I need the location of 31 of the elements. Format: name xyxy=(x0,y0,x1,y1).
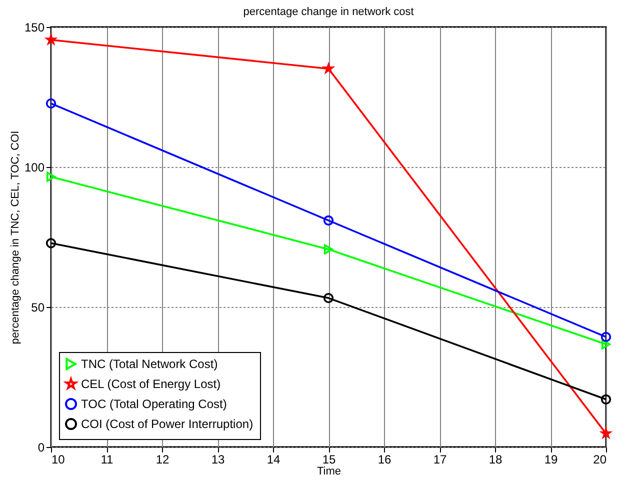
x-tick-label: 11 xyxy=(100,452,114,466)
legend-label: COI (Cost of Power Interruption) xyxy=(81,417,254,431)
x-tick-label: 12 xyxy=(156,452,170,466)
x-tick-label: 10 xyxy=(52,452,66,466)
point xyxy=(323,215,334,226)
legend-label: TNC (Total Network Cost) xyxy=(81,357,218,371)
x-tick-label: 18 xyxy=(488,452,502,466)
point xyxy=(324,244,334,254)
legend-label: TOC (Total Operating Cost) xyxy=(81,397,227,411)
x-tick-label: 20 xyxy=(593,452,607,466)
point xyxy=(46,238,56,248)
x-tick-label: 14 xyxy=(266,452,280,466)
x-tick-label: 19 xyxy=(544,452,558,466)
point xyxy=(601,339,611,350)
y-tick-label: 0 xyxy=(38,440,45,454)
x-tick-label: 13 xyxy=(211,452,225,466)
point xyxy=(46,98,56,109)
y-tick-label: 50 xyxy=(31,300,45,314)
x-tick-label: 15 xyxy=(322,452,336,466)
y-tick-label: 100 xyxy=(24,160,45,174)
x-tick-label: 16 xyxy=(378,452,392,466)
chart-title: percentage change in network cost xyxy=(243,6,414,18)
point xyxy=(323,292,334,304)
y-tick-label: 150 xyxy=(24,20,45,34)
x-tick-label: 17 xyxy=(433,452,447,466)
legend-label: CEL (Cost of Energy Lost) xyxy=(81,377,221,391)
point xyxy=(46,172,56,182)
point xyxy=(600,394,612,404)
y-axis-title: percentage change in TNC, CEL, TOC, COI xyxy=(9,130,22,344)
x-axis-title: Time xyxy=(316,466,342,478)
point xyxy=(600,332,612,342)
